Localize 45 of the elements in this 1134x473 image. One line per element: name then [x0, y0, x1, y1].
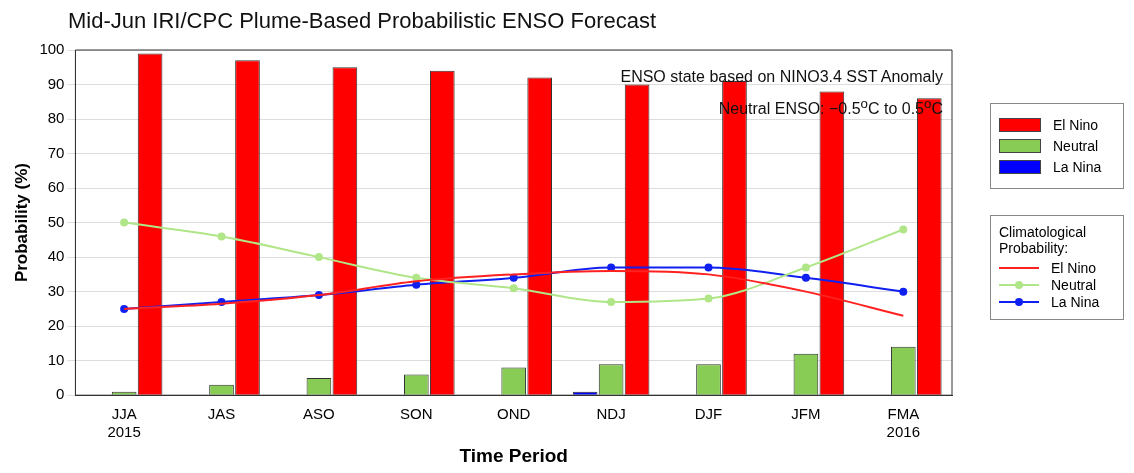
point: [314, 253, 323, 262]
y-tick-label: 80: [47, 109, 65, 127]
y-tick-label: 100: [39, 40, 65, 58]
point: [607, 298, 616, 306]
point: [704, 294, 713, 303]
y-tick-label: 0: [56, 385, 65, 403]
point: [509, 284, 518, 293]
point: [899, 287, 908, 296]
y-tick-label: 10: [47, 350, 65, 368]
legend-label: El Nino: [1051, 260, 1097, 276]
legend-label: Neutral: [1053, 138, 1099, 154]
chart-title: Mid-Jun IRI/CPC Plume-Based Probabilistic ENSO Forecast: [68, 8, 657, 34]
y-tick-label: 60: [47, 178, 65, 196]
y-tick-label: 40: [47, 247, 65, 265]
y-tick-label: 90: [47, 74, 65, 92]
x-axis-title: Time Period: [459, 444, 568, 466]
x-tick-label: JJA 2015: [107, 405, 141, 441]
point: [607, 263, 616, 272]
y-tick-label: 50: [47, 212, 65, 230]
x-tick-label: JFM: [791, 405, 821, 423]
y-axis-title: Probability (%): [11, 163, 31, 283]
x-tick-label: ASO: [303, 405, 335, 423]
legend-label: La Nina: [1051, 294, 1100, 310]
point: [120, 218, 129, 227]
y-tick-label: 20: [47, 316, 65, 334]
point: [801, 273, 810, 282]
legend-label: El Nino: [1053, 117, 1099, 133]
point: [899, 225, 908, 234]
x-tick-label: FMA 2016: [886, 405, 920, 441]
x-tick-label: DJF: [694, 405, 723, 423]
x-tick-label: JAS: [207, 405, 236, 423]
legend-label: Neutral: [1051, 277, 1097, 293]
point: [509, 273, 518, 282]
x-tick-label: NDJ: [596, 405, 626, 423]
point: [412, 273, 421, 282]
point: [801, 263, 810, 272]
legend-title: Climatological Probability:: [999, 224, 1088, 256]
x-tick-label: OND: [497, 405, 531, 423]
point: [704, 263, 713, 272]
legend-label: La Nina: [1053, 159, 1102, 175]
x-tick-label: SON: [400, 405, 433, 423]
point: [217, 232, 226, 241]
annotation: ENSO state based on NINO3.4 SST Anomaly: [620, 68, 943, 86]
y-tick-label: 30: [47, 281, 65, 299]
y-tick-label: 70: [47, 143, 65, 161]
